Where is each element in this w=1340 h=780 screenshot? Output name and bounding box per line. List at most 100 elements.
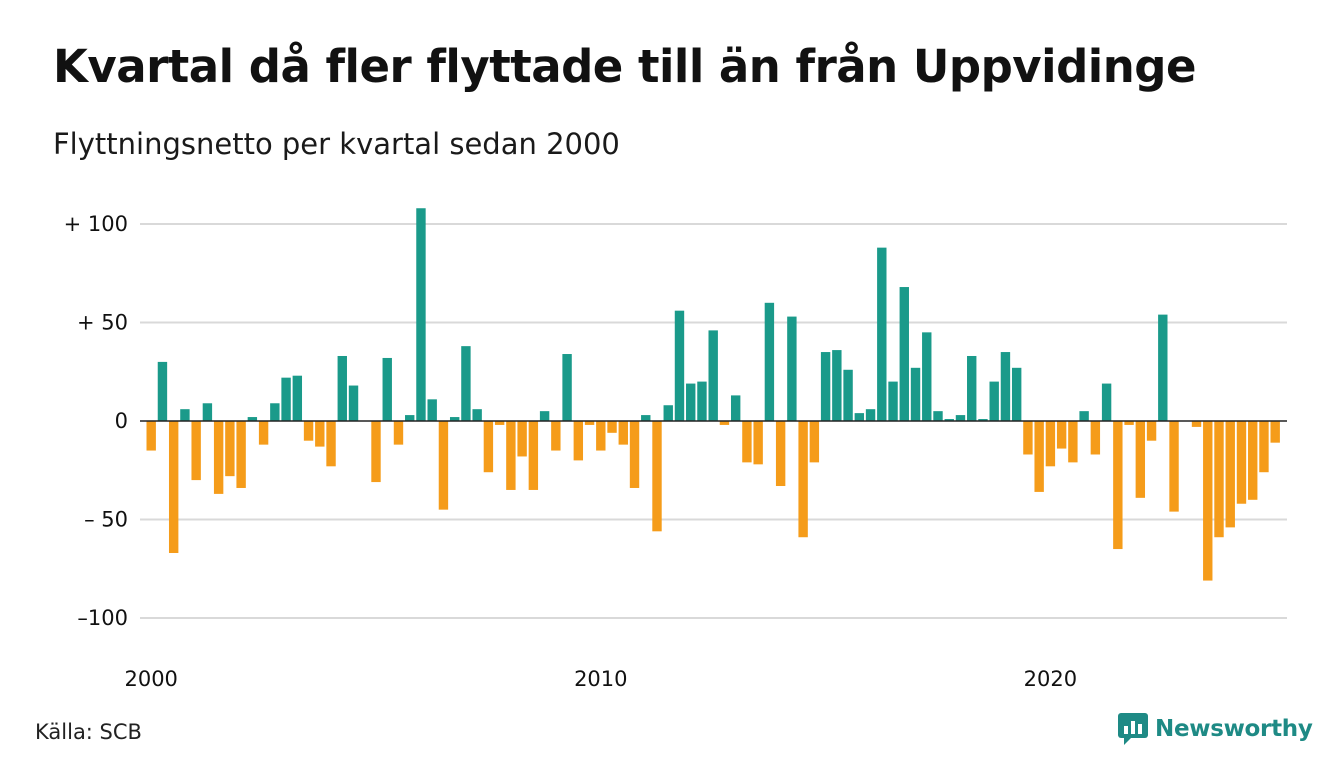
bar bbox=[922, 332, 932, 421]
bar bbox=[764, 302, 775, 421]
brand-name: Newsworthy bbox=[1155, 716, 1313, 742]
bar bbox=[1034, 421, 1044, 492]
bar bbox=[180, 409, 190, 421]
bar bbox=[1068, 421, 1078, 463]
bar bbox=[1214, 421, 1224, 538]
bar bbox=[1248, 421, 1258, 500]
bar bbox=[1169, 421, 1179, 512]
x-tick-label: 2020 bbox=[1024, 667, 1077, 691]
bar bbox=[978, 419, 988, 421]
bar bbox=[506, 421, 516, 490]
bar bbox=[708, 330, 718, 421]
y-axis-ticks: + 100 + 50 0 – 50 –100 bbox=[64, 212, 128, 630]
bar bbox=[1236, 421, 1247, 504]
gridlines bbox=[140, 223, 1287, 619]
bar bbox=[371, 421, 381, 483]
bar bbox=[1146, 421, 1157, 441]
bar bbox=[157, 361, 168, 421]
y-tick-label: + 100 bbox=[64, 212, 128, 236]
newsworthy-logo-icon bbox=[1118, 713, 1148, 745]
bar bbox=[1011, 367, 1022, 421]
bar bbox=[225, 421, 235, 477]
bar bbox=[551, 421, 561, 451]
x-axis-ticks: 2000 2010 2020 bbox=[124, 667, 1077, 691]
bar bbox=[270, 403, 280, 421]
bar bbox=[809, 421, 820, 463]
bar bbox=[955, 415, 966, 421]
bar bbox=[641, 415, 651, 421]
bar bbox=[348, 385, 359, 421]
bar bbox=[730, 395, 741, 421]
bar bbox=[1000, 352, 1011, 421]
bar bbox=[303, 421, 314, 441]
y-tick-label: –100 bbox=[77, 606, 128, 630]
bar bbox=[528, 421, 539, 490]
bar bbox=[674, 310, 685, 421]
bar bbox=[213, 421, 224, 494]
bar bbox=[393, 421, 404, 445]
bar bbox=[719, 421, 730, 425]
chart-subtitle: Flyttningsnetto per kvartal sedan 2000 bbox=[53, 127, 620, 161]
bar bbox=[281, 377, 291, 421]
x-tick-label: 2010 bbox=[574, 667, 627, 691]
y-tick-label: + 50 bbox=[77, 311, 128, 335]
bar bbox=[854, 413, 865, 421]
bar bbox=[652, 421, 662, 532]
bar bbox=[933, 411, 943, 421]
bar bbox=[989, 381, 999, 421]
bar bbox=[742, 421, 752, 463]
bar bbox=[1079, 411, 1089, 421]
bar bbox=[494, 421, 505, 425]
bar bbox=[697, 381, 707, 421]
bar bbox=[236, 421, 246, 488]
bar bbox=[337, 355, 347, 421]
bar bbox=[461, 346, 471, 421]
bar bbox=[539, 411, 550, 421]
bar bbox=[472, 409, 482, 421]
bar bbox=[449, 417, 460, 421]
bar bbox=[1203, 421, 1213, 581]
source-note: Källa: SCB bbox=[35, 720, 142, 744]
bar bbox=[438, 421, 449, 510]
bar bbox=[944, 419, 954, 421]
bar bbox=[1090, 421, 1101, 455]
bar bbox=[596, 421, 606, 451]
bar bbox=[753, 421, 763, 465]
bar bbox=[1259, 421, 1269, 473]
bar bbox=[832, 350, 842, 421]
bar bbox=[1191, 421, 1202, 427]
bar bbox=[416, 208, 426, 421]
bar bbox=[247, 417, 258, 421]
bar bbox=[292, 375, 303, 421]
newsworthy-brand: Newsworthy bbox=[1118, 713, 1313, 745]
bar bbox=[1225, 421, 1235, 528]
bar bbox=[865, 409, 876, 421]
bar bbox=[663, 405, 673, 421]
bar bbox=[843, 369, 853, 421]
bar bbox=[517, 421, 527, 457]
bar bbox=[629, 421, 640, 488]
bar bbox=[1023, 421, 1033, 455]
y-tick-label: – 50 bbox=[84, 508, 128, 532]
bar bbox=[899, 287, 909, 421]
bar bbox=[1124, 421, 1134, 425]
bar bbox=[798, 421, 808, 538]
bar bbox=[967, 355, 977, 421]
y-tick-label: 0 bbox=[115, 409, 128, 433]
bar bbox=[202, 403, 213, 421]
bar bbox=[168, 421, 179, 553]
bar bbox=[1270, 421, 1280, 443]
bar bbox=[910, 367, 921, 421]
bar bbox=[1045, 421, 1056, 467]
bar bbox=[382, 357, 392, 421]
bar bbox=[326, 421, 336, 467]
bar bbox=[1113, 421, 1123, 550]
bar bbox=[405, 415, 415, 421]
bar bbox=[820, 352, 831, 421]
bar bbox=[191, 421, 201, 481]
bar bbox=[483, 421, 494, 473]
bar bbox=[315, 421, 325, 447]
bar bbox=[562, 354, 572, 421]
bar bbox=[573, 421, 584, 461]
